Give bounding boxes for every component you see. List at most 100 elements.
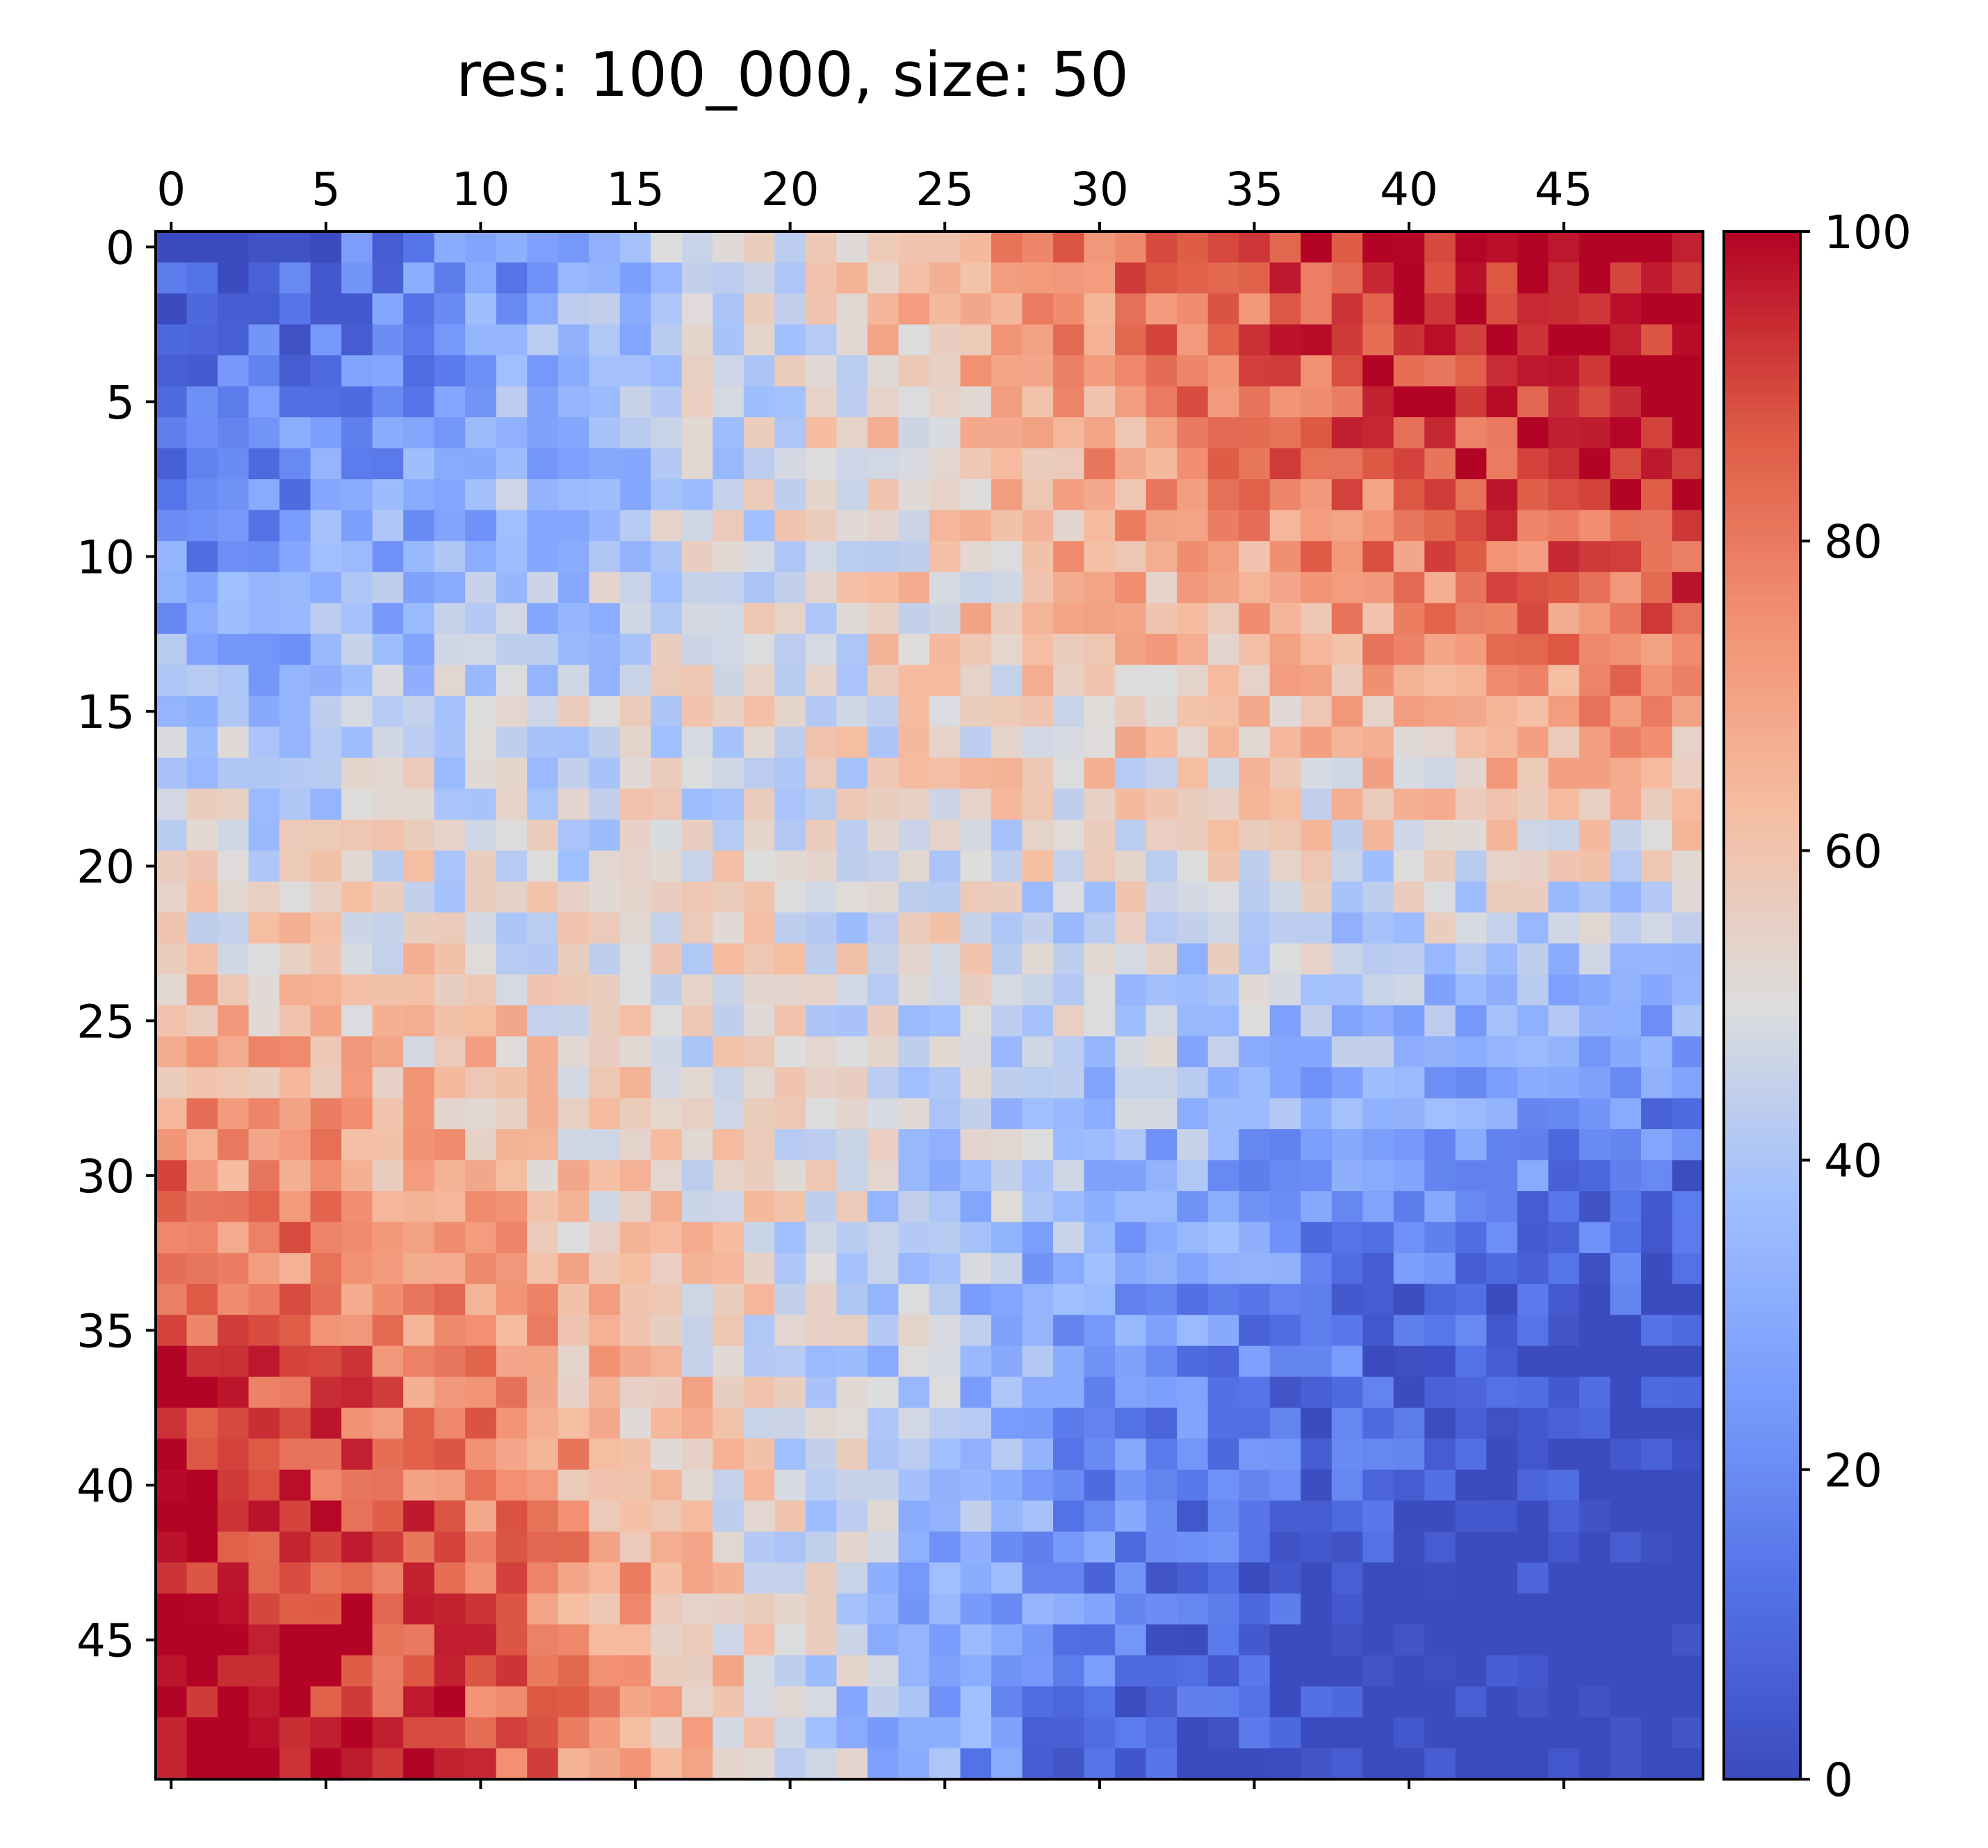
heatmap-cell [156, 1562, 188, 1594]
colorbar-segment [1724, 1562, 1800, 1571]
heatmap-cell [991, 417, 1023, 449]
heatmap-cell [651, 1315, 683, 1347]
heatmap-cell [1269, 1562, 1301, 1594]
heatmap-cell [1239, 1253, 1271, 1285]
heatmap-cell [496, 510, 528, 542]
heatmap-cell [1022, 665, 1054, 697]
heatmap-cell [496, 448, 528, 480]
heatmap-cell [991, 355, 1023, 387]
heatmap-cell [1269, 1717, 1301, 1749]
heatmap-cell [619, 1377, 651, 1409]
heatmap-cell [1672, 1005, 1704, 1037]
heatmap-cell [403, 1345, 435, 1377]
heatmap-cell [712, 1624, 744, 1656]
heatmap-cell [1610, 448, 1642, 480]
heatmap-cell [805, 665, 838, 697]
heatmap-cell [805, 1345, 838, 1377]
heatmap-cell [589, 912, 621, 944]
heatmap-cell [867, 1036, 899, 1068]
heatmap-cell [527, 1283, 559, 1315]
colorbar-segment [1724, 1748, 1800, 1757]
heatmap-cell [1115, 1005, 1147, 1037]
heatmap-cell [619, 943, 651, 975]
heatmap-cell [1610, 727, 1642, 759]
heatmap-cell [805, 1593, 838, 1625]
heatmap-cell [1177, 1531, 1209, 1563]
heatmap-cell [403, 1438, 435, 1470]
heatmap-cell [898, 510, 930, 542]
heatmap-cell [1115, 757, 1147, 789]
heatmap-cell [712, 1377, 744, 1409]
heatmap-cell [774, 541, 806, 573]
heatmap-cell [1517, 541, 1549, 573]
heatmap-cell [557, 1748, 589, 1780]
heatmap-cell [465, 510, 497, 542]
heatmap-cell [1362, 1160, 1394, 1192]
heatmap-cell [403, 757, 435, 789]
colorbar-segment [1724, 1609, 1800, 1618]
heatmap-cell [681, 232, 713, 264]
heatmap-cell [1177, 788, 1209, 820]
heatmap-cell [1640, 727, 1673, 759]
heatmap-cell [156, 1624, 188, 1656]
heatmap-cell [681, 912, 713, 944]
heatmap-cell [1672, 1717, 1704, 1749]
heatmap-cell [1331, 1129, 1363, 1161]
heatmap-cell [156, 1253, 188, 1285]
heatmap-cell [960, 1562, 992, 1594]
heatmap-cell [372, 850, 404, 882]
heatmap-cell [1486, 1748, 1518, 1780]
heatmap-cell [465, 1098, 497, 1130]
heatmap-cell [1053, 1624, 1085, 1656]
heatmap-cell [156, 1686, 188, 1718]
heatmap-cell [248, 510, 280, 542]
heatmap-cell [1331, 448, 1363, 480]
colorbar-segment [1724, 1167, 1800, 1176]
heatmap-cell [1424, 1098, 1456, 1130]
heatmap-cell [991, 541, 1023, 573]
heatmap-cell [1455, 1067, 1487, 1099]
heatmap-cell [310, 417, 342, 449]
heatmap-cell [557, 1222, 589, 1254]
colorbar-segment [1724, 1044, 1800, 1053]
heatmap-cell [1579, 1129, 1611, 1161]
heatmap-cell [805, 1531, 838, 1563]
heatmap-cell [1486, 912, 1518, 944]
heatmap-cell [557, 417, 589, 449]
heatmap-cell [1207, 1253, 1239, 1285]
heatmap-cell [1146, 881, 1178, 914]
colorbar-segment [1724, 1431, 1800, 1440]
heatmap-cell [465, 757, 497, 789]
heatmap-cell [1579, 727, 1611, 759]
heatmap-cell [805, 757, 838, 789]
heatmap-cell [1362, 541, 1394, 573]
heatmap-cell [1362, 881, 1394, 914]
heatmap-cell [1640, 819, 1673, 851]
heatmap-cell [557, 603, 589, 635]
heatmap-cell [1053, 1469, 1085, 1501]
heatmap-cell [1053, 448, 1085, 480]
heatmap-cell [1362, 262, 1394, 294]
heatmap-cell [1424, 1655, 1456, 1687]
heatmap-cell [1455, 324, 1487, 356]
heatmap-cell [1424, 881, 1456, 914]
heatmap-cell [156, 1345, 188, 1377]
heatmap-cell [1239, 448, 1271, 480]
heatmap-cell [1610, 695, 1642, 727]
colorbar-segment [1724, 448, 1800, 457]
heatmap-cell [1331, 881, 1363, 914]
heatmap-cell [867, 881, 899, 914]
heatmap-cell [496, 1500, 528, 1532]
heatmap-cell [557, 1067, 589, 1099]
colorbar-tick-label: 60 [1824, 825, 1882, 878]
heatmap-cell [681, 541, 713, 573]
heatmap-cell [836, 1315, 868, 1347]
heatmap-cell [1517, 665, 1549, 697]
heatmap-cell [681, 788, 713, 820]
heatmap-cell [341, 1469, 373, 1501]
heatmap-cell [1053, 1377, 1085, 1409]
heatmap-cell [774, 1036, 806, 1068]
heatmap-cell [991, 943, 1023, 975]
heatmap-cell [1362, 974, 1394, 1006]
heatmap-cell [186, 727, 218, 759]
